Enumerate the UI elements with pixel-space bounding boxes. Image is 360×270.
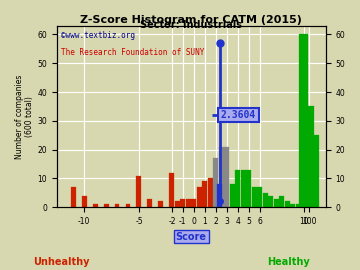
- Bar: [114, 204, 120, 207]
- X-axis label: Score: Score: [176, 231, 207, 241]
- Bar: [224, 147, 229, 207]
- Bar: [274, 198, 279, 207]
- Bar: [126, 204, 130, 207]
- Bar: [268, 196, 273, 207]
- Bar: [299, 34, 308, 207]
- Bar: [252, 187, 257, 207]
- Bar: [305, 106, 314, 207]
- Bar: [175, 201, 180, 207]
- Bar: [170, 173, 174, 207]
- Text: The Research Foundation of SUNY: The Research Foundation of SUNY: [61, 48, 204, 56]
- Text: 2.3604: 2.3604: [221, 110, 256, 120]
- Bar: [246, 170, 251, 207]
- Y-axis label: Number of companies
(600 total): Number of companies (600 total): [15, 74, 35, 159]
- Bar: [208, 178, 213, 207]
- Bar: [93, 204, 98, 207]
- Bar: [296, 204, 301, 207]
- Text: Healthy: Healthy: [267, 256, 309, 266]
- Bar: [263, 193, 267, 207]
- Bar: [202, 181, 207, 207]
- Bar: [213, 158, 218, 207]
- Title: Z-Score Histogram for CATM (2015): Z-Score Histogram for CATM (2015): [80, 15, 302, 25]
- Bar: [71, 187, 76, 207]
- Bar: [192, 198, 196, 207]
- Bar: [136, 176, 141, 207]
- Bar: [257, 187, 262, 207]
- Text: ©www.textbiz.org: ©www.textbiz.org: [61, 31, 135, 40]
- Text: Unhealthy: Unhealthy: [33, 256, 89, 266]
- Bar: [180, 198, 185, 207]
- Bar: [235, 170, 240, 207]
- Bar: [217, 184, 222, 207]
- Bar: [186, 198, 191, 207]
- Bar: [279, 196, 284, 207]
- Bar: [82, 196, 86, 207]
- Bar: [241, 170, 246, 207]
- Bar: [285, 201, 289, 207]
- Text: Sector: Industrials: Sector: Industrials: [140, 20, 242, 30]
- Bar: [148, 198, 152, 207]
- Bar: [290, 204, 295, 207]
- Bar: [197, 187, 202, 207]
- Bar: [230, 184, 235, 207]
- Bar: [104, 204, 108, 207]
- Bar: [219, 147, 224, 207]
- Bar: [158, 201, 163, 207]
- Bar: [310, 135, 319, 207]
